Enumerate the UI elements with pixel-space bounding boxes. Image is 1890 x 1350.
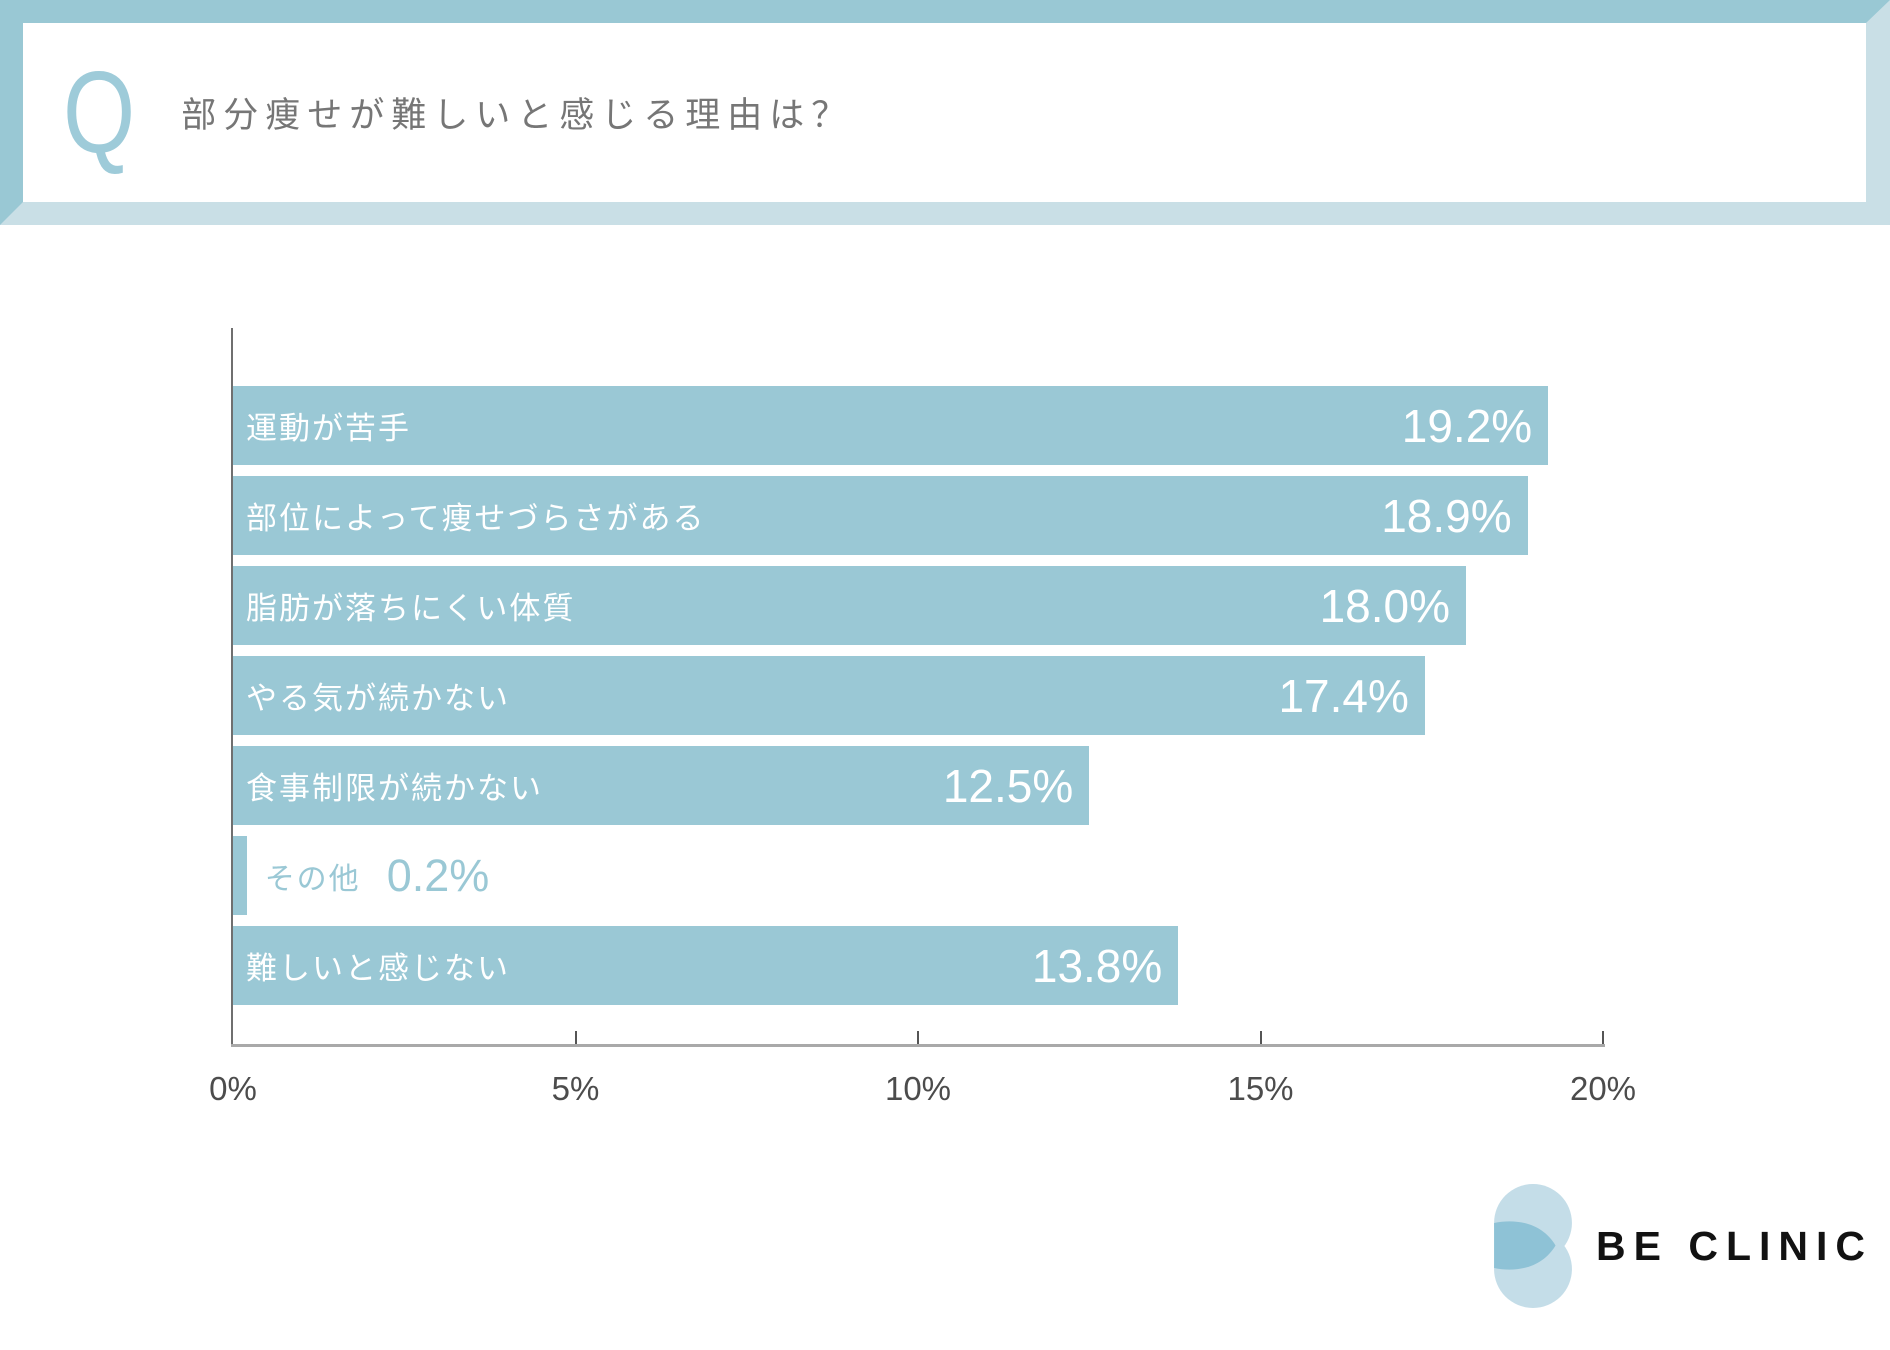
x-tick (574, 1031, 577, 1044)
be-clinic-logo-icon (1494, 1184, 1572, 1308)
question-title: 部分痩せが難しいと感じる理由は？ (181, 96, 854, 135)
question-card: Q 部分痩せが難しいと感じる理由は？ (23, 23, 1866, 202)
bar-row: 部位によって痩せづらさがある 18.9% (233, 476, 1603, 555)
bar-value: 12.5% (942, 759, 1074, 812)
bar: 運動が苦手 19.2% (233, 386, 1549, 465)
bar (233, 836, 247, 915)
x-axis-line (231, 1044, 1605, 1047)
bar: やる気が続かない 17.4% (233, 656, 1425, 735)
bar-outside-labels: その他 0.2% (265, 836, 490, 915)
bar-label: 運動が苦手 (246, 411, 411, 446)
bar-row: 難しいと感じない 13.8% (233, 926, 1603, 1005)
x-tick (917, 1031, 919, 1044)
logo-lens (1494, 1221, 1556, 1270)
x-tick (1602, 1031, 1604, 1044)
x-tick-label: 5% (551, 1070, 600, 1107)
bar-row: やる気が続かない 17.4% (233, 656, 1603, 735)
bar: 食事制限が続かない 12.5% (233, 746, 1090, 825)
question-header: Q 部分痩せが難しいと感じる理由は？ (0, 0, 1890, 225)
bar-label: その他 (264, 862, 361, 896)
bar-value: 17.4% (1278, 669, 1409, 722)
bar: 脂肪が落ちにくい体質 18.0% (233, 566, 1466, 645)
bar: 難しいと感じない 13.8% (233, 926, 1179, 1005)
brand-name: BE CLINIC (1596, 1222, 1873, 1269)
bar-label: 脂肪が落ちにくい体質 (246, 591, 576, 626)
bar-value: 0.2% (386, 849, 490, 901)
bar-label: 難しいと感じない (246, 951, 510, 986)
bar-label: 食事制限が続かない (246, 771, 543, 806)
x-tick-label: 15% (1227, 1070, 1294, 1107)
x-tick-label: 20% (1569, 1070, 1637, 1107)
bar-value: 18.0% (1319, 579, 1450, 632)
bar: 部位によって痩せづらさがある 18.9% (233, 476, 1528, 555)
plot-area: 運動が苦手 19.2% 部位によって痩せづらさがある 18.9% 脂肪が落ちにくい体質 1… (209, 328, 1636, 1107)
brand-logo: BE CLINIC (1494, 1184, 1873, 1308)
q-mark: Q (63, 47, 136, 178)
bar-label: 部位によって痩せづらさがある (246, 501, 706, 536)
x-tick-label: 10% (884, 1070, 952, 1107)
bar-row: 脂肪が落ちにくい体質 18.0% (233, 566, 1603, 645)
bar-value: 19.2% (1401, 399, 1533, 452)
bar-value: 13.8% (1031, 939, 1163, 992)
bar-label: やる気が続かない (246, 681, 510, 716)
x-tick (1259, 1031, 1262, 1044)
x-tick-label: 0% (209, 1070, 257, 1107)
bar-row: 食事制限が続かない 12.5% (233, 746, 1603, 825)
bar-value: 18.9% (1381, 489, 1512, 542)
bar-row: 運動が苦手 19.2% (233, 386, 1603, 465)
bar-row: その他 0.2% (233, 836, 1603, 915)
